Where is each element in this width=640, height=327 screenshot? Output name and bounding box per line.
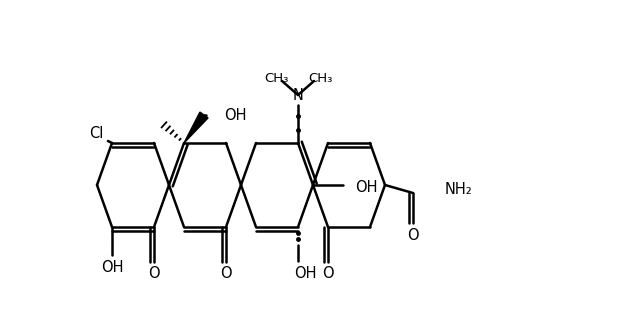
Text: OH: OH	[100, 260, 124, 274]
Text: OH: OH	[355, 180, 378, 195]
Text: OH: OH	[224, 108, 246, 123]
Text: Cl: Cl	[89, 126, 103, 141]
Text: OH: OH	[294, 266, 317, 281]
Text: O: O	[220, 267, 232, 282]
Text: O: O	[322, 267, 334, 282]
Text: CH₃: CH₃	[264, 73, 288, 85]
Polygon shape	[184, 112, 208, 143]
Text: NH₂: NH₂	[445, 181, 473, 197]
Text: N: N	[292, 88, 303, 102]
Text: CH₃: CH₃	[308, 73, 332, 85]
Text: O: O	[407, 228, 419, 243]
Text: O: O	[148, 267, 160, 282]
